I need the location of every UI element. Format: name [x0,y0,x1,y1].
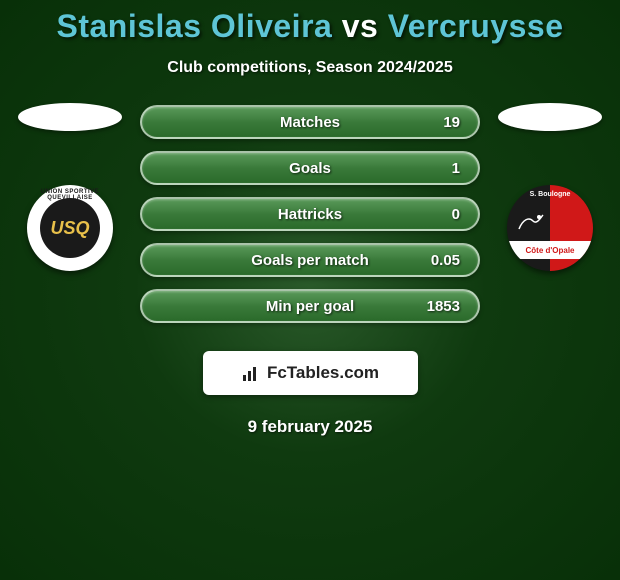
stat-row-hattricks: Hattricks 0 [140,197,480,231]
stat-row-matches: Matches 19 [140,105,480,139]
stat-label: Hattricks [278,206,342,223]
crest-left-ring-text: UNION SPORTIVE QUEVILLAISE [27,189,113,201]
crest-right-top-text: S. Boulogne [507,191,593,198]
player1-club-crest: UNION SPORTIVE QUEVILLAISE USQ [27,185,113,271]
stat-right-value: 0 [342,206,460,223]
stat-right-value: 19 [340,114,460,131]
date-line: 9 february 2025 [0,417,620,437]
crest-left-monogram: USQ [40,198,100,258]
brand-text: FcTables.com [267,363,379,383]
player2-oval [498,103,602,131]
right-side-column: S. Boulogne Côte d'Opale [490,101,610,271]
competition-subtitle: Club competitions, Season 2024/2025 [0,59,620,77]
player1-name: Stanislas Oliveira [57,8,333,44]
brand-box[interactable]: FcTables.com [203,351,418,395]
player2-club-crest: S. Boulogne Côte d'Opale [507,185,593,271]
stat-row-min-per-goal: Min per goal 1853 [140,289,480,323]
stat-label: Goals per match [251,252,369,269]
stat-label: Goals [289,160,331,177]
bar-chart-icon [241,363,261,383]
stat-right-value: 1 [331,160,460,177]
stats-column: Matches 19 Goals 1 Hattricks 0 Goals per… [140,105,480,323]
left-side-column: UNION SPORTIVE QUEVILLAISE USQ [10,101,130,271]
stat-right-value: 1853 [354,298,460,315]
stat-row-goals: Goals 1 [140,151,480,185]
player2-name: Vercruysse [388,8,564,44]
crest-right-band-text: Côte d'Opale [507,241,593,259]
vs-separator: vs [342,8,379,44]
stat-right-value: 0.05 [369,252,460,269]
main-content: UNION SPORTIVE QUEVILLAISE USQ Matches 1… [0,101,620,323]
stat-label: Min per goal [266,298,354,315]
player1-oval [18,103,122,131]
stat-label: Matches [280,114,340,131]
stat-row-goals-per-match: Goals per match 0.05 [140,243,480,277]
comparison-title: Stanislas Oliveira vs Vercruysse [0,0,620,45]
crest-right-scribble-icon [517,211,545,233]
